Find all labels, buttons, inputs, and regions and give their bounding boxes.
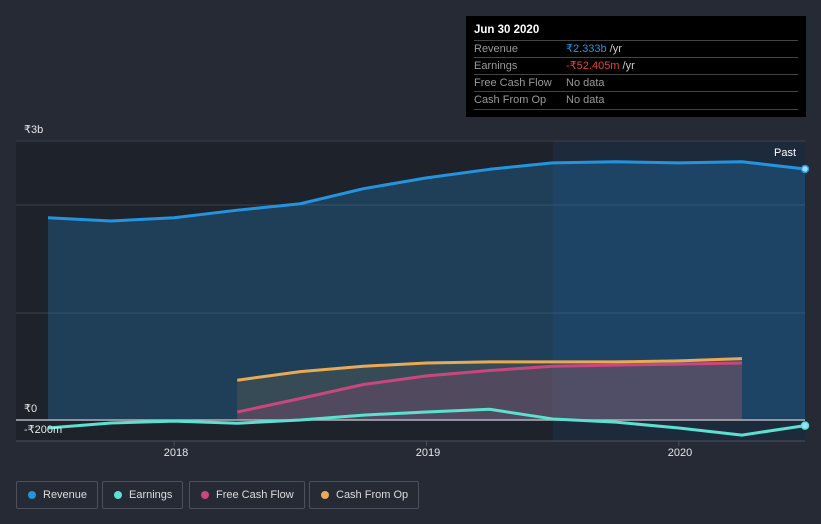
tooltip-label: Revenue [474, 43, 519, 55]
past-label: Past [774, 147, 797, 159]
legend-label: Revenue [43, 489, 88, 501]
fcf-dot-icon [201, 491, 209, 499]
cfo-line [237, 357, 742, 382]
fcf-line [236, 361, 742, 414]
revenue-area [48, 161, 805, 421]
earnings-dot-icon [114, 491, 122, 499]
chart-plot [16, 140, 810, 446]
tooltip-label: Earnings [474, 60, 518, 72]
revenue-dot-icon [28, 491, 36, 499]
tooltip-row-cfo: Cash From Op No data [474, 91, 798, 110]
legend-label: Cash From Op [336, 489, 409, 501]
tooltip-label: Cash From Op [474, 94, 547, 106]
tooltip-row-revenue: Revenue ₹2.333b /yr [474, 40, 798, 58]
legend-label: Free Cash Flow [216, 489, 294, 501]
past-region [552, 141, 805, 441]
tooltip-unit: /yr [619, 60, 635, 72]
y-tick-label: ₹0 [24, 403, 38, 415]
x-tick-label: 2019 [415, 447, 441, 459]
x-tick-label: 2020 [667, 447, 693, 459]
tooltip-unit: /yr [606, 43, 622, 55]
tooltip-row-fcf: Free Cash Flow No data [474, 74, 798, 92]
tooltip-value: -₹52.405m [566, 60, 620, 72]
revenue-line [47, 160, 806, 223]
tooltip-row-earnings: Earnings -₹52.405m /yr [474, 57, 798, 75]
y-tick-label: -₹200m [24, 424, 63, 436]
revenue-hover-point [800, 164, 810, 174]
tooltip-label: Free Cash Flow [474, 77, 552, 89]
tooltip-value: No data [566, 77, 605, 89]
legend-free-cash-flow[interactable]: Free Cash Flow [189, 481, 305, 509]
legend-revenue[interactable]: Revenue [16, 481, 99, 509]
earnings-line [47, 407, 806, 437]
y-tick-label: ₹3b [24, 124, 44, 136]
cfo-area [237, 358, 742, 421]
fcf-area [237, 362, 742, 421]
legend-cash-from-op[interactable]: Cash From Op [309, 481, 420, 509]
legend-label: Earnings [129, 489, 173, 501]
tooltip-date: Jun 30 2020 [474, 24, 540, 36]
tooltip-value: No data [566, 94, 605, 106]
x-tick-label: 2018 [163, 447, 189, 459]
earnings-hover-point [800, 421, 810, 430]
tooltip-value: ₹2.333b [566, 43, 607, 55]
cfo-dot-icon [321, 491, 329, 499]
tooltip: Jun 30 2020 Revenue ₹2.333b /yr Earnings -… [466, 16, 806, 117]
legend-earnings[interactable]: Earnings [102, 481, 184, 509]
